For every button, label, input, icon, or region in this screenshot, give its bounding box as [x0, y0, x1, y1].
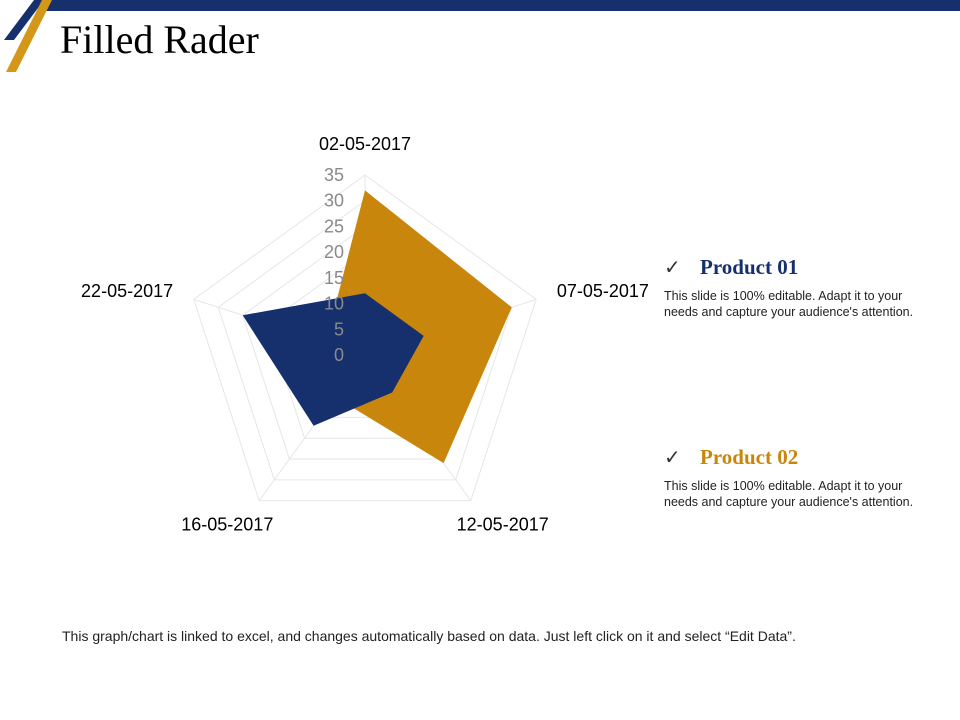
- legend-title-product-01: Product 01: [700, 254, 799, 279]
- radar-tick-label: 35: [324, 165, 344, 185]
- radar-category-label: 07-05-2017: [557, 281, 649, 301]
- check-icon: ✓: [664, 446, 681, 469]
- radar-series-2-area: [242, 293, 424, 426]
- legend-product-01: ✓ Product 01 This slide is 100% editable…: [664, 254, 934, 320]
- legend-product-02: ✓ Product 02 This slide is 100% editable…: [664, 444, 934, 510]
- radar-ticks: 0 5 10 15 20 25 30 35: [324, 165, 344, 365]
- radar-tick-label: 20: [324, 242, 344, 262]
- radar-category-label: 22-05-2017: [81, 281, 173, 301]
- check-icon: ✓: [664, 256, 681, 279]
- legend-description: This slide is 100% editable. Adapt it to…: [664, 289, 914, 319]
- radar-category-label: 02-05-2017: [319, 134, 411, 154]
- radar-tick-label: 25: [324, 216, 344, 236]
- radar-category-label: 16-05-2017: [181, 514, 273, 534]
- radar-tick-label: 5: [334, 319, 344, 339]
- radar-tick-label: 30: [324, 191, 344, 211]
- radar-tick-label: 15: [324, 268, 344, 288]
- radar-grid-ring: [193, 174, 537, 502]
- logo-stripes-icon: [4, 0, 52, 72]
- radar-category-label: 12-05-2017: [457, 514, 549, 534]
- radar-tick-label: 0: [334, 345, 344, 365]
- radar-category-labels: 02-05-2017 07-05-2017 12-05-2017 16-05-2017…: [81, 134, 649, 534]
- legend-title-product-02: Product 02: [700, 444, 799, 469]
- radar-series: [242, 190, 512, 464]
- slide-title: Filled Rader: [60, 17, 259, 62]
- footer-note: This graph/chart is linked to excel, and…: [62, 628, 796, 644]
- radar-tick-label: 10: [324, 294, 344, 314]
- legend-description: This slide is 100% editable. Adapt it to…: [664, 479, 914, 509]
- top-accent-bar: [40, 0, 960, 11]
